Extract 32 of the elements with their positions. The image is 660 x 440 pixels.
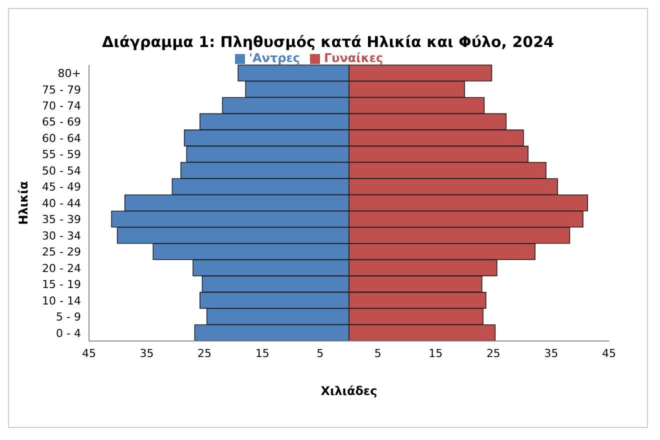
y-tick-label: 65 - 69: [42, 116, 81, 129]
chart-title: Διάγραμμα 1: Πληθυσμός κατά Ηλικία και Φύλο, 2024: [101, 33, 555, 51]
y-tick-label: 50 - 54: [42, 164, 81, 178]
y-tick-label: 10 - 14: [42, 294, 81, 308]
y-tick-label: 45 - 49: [42, 180, 81, 194]
y-tick-label: 60 - 64: [42, 132, 81, 145]
y-tick-label: 55 - 59: [42, 148, 81, 162]
x-tick-label: 5: [316, 346, 324, 360]
y-tick-label: 70 - 74: [42, 99, 81, 112]
y-tick-label: 5 - 9: [56, 310, 81, 324]
x-axis-title: Χιλιάδες: [320, 384, 378, 398]
legend-label: Γυναίκες: [324, 51, 384, 65]
y-tick-label: 30 - 34: [42, 229, 81, 242]
x-tick-label: 25: [486, 346, 500, 360]
y-tick-label: 35 - 39: [42, 213, 81, 226]
x-tick-label: 45: [82, 346, 96, 360]
y-tick-label: 75 - 79: [42, 83, 81, 96]
x-tick-label: 35: [544, 346, 558, 360]
y-tick-label: 25 - 29: [42, 246, 81, 259]
y-tick-label: 15 - 19: [42, 278, 81, 292]
x-tick-label: 15: [428, 346, 443, 360]
y-tick-label: 20 - 24: [42, 262, 81, 275]
x-tick-label: 35: [140, 346, 154, 360]
y-axis-title: Ηλικία: [16, 181, 30, 225]
x-tick-label: 25: [198, 346, 212, 360]
x-tick-label: 45: [602, 346, 616, 360]
legend-label: 'Αντρες: [248, 51, 300, 65]
x-tick-label: 15: [255, 346, 270, 360]
y-tick-label: 80+: [58, 67, 81, 80]
y-tick-label: 0 - 4: [56, 326, 81, 340]
y-tick-label: 40 - 44: [42, 196, 81, 210]
x-tick-label: 5: [374, 346, 382, 360]
